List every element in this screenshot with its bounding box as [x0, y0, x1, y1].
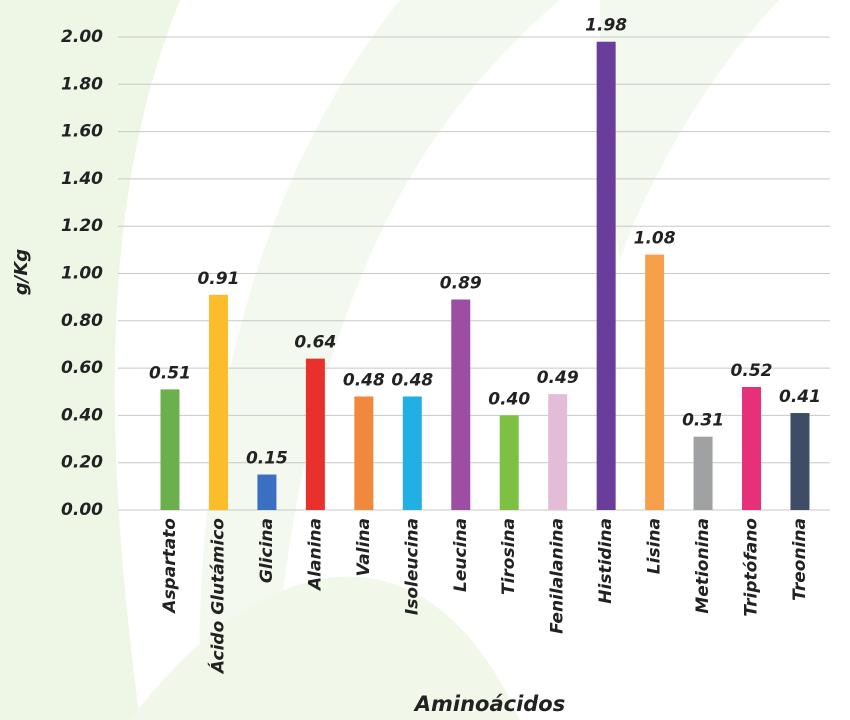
y-tick-label: 2.00: [61, 27, 103, 47]
value-label: 1.08: [634, 229, 676, 249]
value-label: 0.48: [343, 370, 385, 390]
x-tick-label: Aspartato: [160, 518, 180, 615]
bar: [305, 358, 325, 510]
y-tick-label: 1.80: [61, 74, 103, 94]
y-tick-label: 1.60: [61, 122, 103, 142]
bar: [596, 41, 616, 510]
value-label: 0.48: [391, 370, 433, 390]
x-tick-label: Valina: [354, 518, 374, 577]
x-tick-label: Treonina: [790, 518, 810, 601]
x-tick-label: Histidina: [596, 518, 616, 604]
value-label: 0.31: [682, 411, 724, 431]
bar: [645, 254, 665, 510]
y-tick-label: 1.40: [61, 169, 103, 189]
value-label: 0.41: [779, 387, 821, 407]
y-tick-label: 0.60: [61, 358, 103, 378]
x-tick-label: Tirosina: [499, 518, 519, 595]
bar: [790, 413, 810, 510]
x-tick-label: Ácido Glutámico: [206, 518, 228, 675]
bar: [160, 389, 180, 510]
value-label: 0.52: [731, 361, 773, 381]
x-tick-label: Glicina: [257, 518, 277, 583]
background-leaves: [0, 0, 780, 720]
value-label: 0.89: [440, 274, 482, 294]
value-label: 1.98: [585, 16, 627, 36]
value-label: 0.91: [197, 269, 239, 289]
y-tick-label: 1.20: [61, 216, 103, 236]
x-axis-title: Aminoácidos: [413, 692, 566, 716]
bar: [402, 396, 422, 510]
x-tick-label: Isoleucina: [402, 518, 422, 615]
y-tick-label: 0.00: [61, 500, 103, 520]
y-axis-title: g/Kg: [11, 249, 32, 295]
bar: [257, 474, 277, 510]
y-tick-label: 0.20: [61, 453, 103, 473]
bar: [742, 387, 762, 510]
bar: [693, 436, 713, 510]
value-label: 0.64: [294, 333, 336, 353]
bar: [451, 299, 471, 510]
y-tick-label: 0.80: [61, 311, 103, 331]
x-tick-label: Lisina: [645, 518, 665, 574]
x-tick-label: Alanina: [305, 518, 325, 592]
bar: [548, 394, 568, 510]
y-tick-label: 0.40: [61, 405, 103, 425]
bar: [208, 294, 228, 510]
x-tick-label: Metionina: [693, 518, 713, 614]
bar: [354, 396, 374, 510]
value-label: 0.15: [246, 449, 288, 469]
x-tick-label: Leucina: [451, 518, 471, 592]
value-label: 0.40: [488, 389, 530, 409]
y-tick-label: 1.00: [61, 264, 103, 284]
x-tick-label: Fenilalanina: [548, 518, 568, 634]
value-label: 0.51: [149, 363, 191, 383]
value-label: 0.49: [537, 368, 579, 388]
x-tick-label: Triptófano: [742, 518, 762, 617]
bar: [499, 415, 519, 510]
